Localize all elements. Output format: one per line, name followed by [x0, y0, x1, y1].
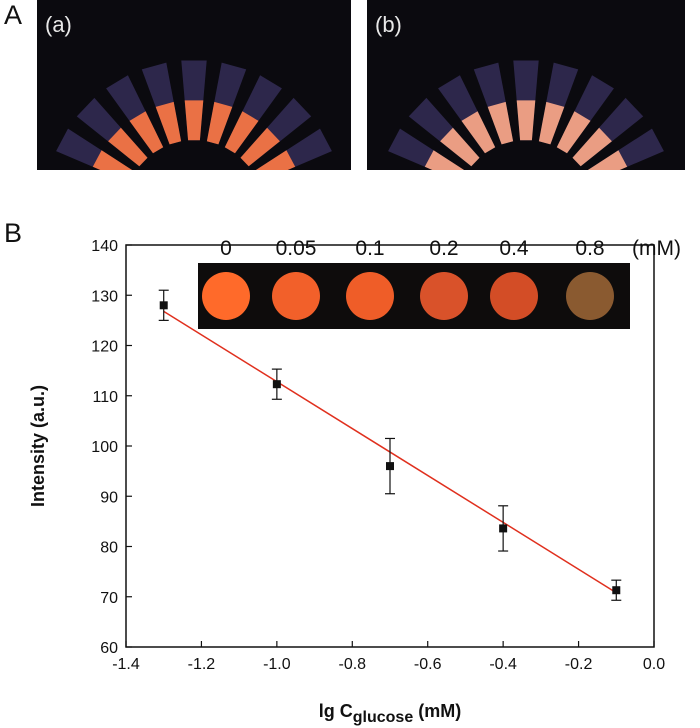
y-tick-label: 110 [92, 389, 118, 406]
cuvette-glow [424, 150, 465, 170]
y-tick-label: 140 [91, 238, 118, 255]
cuvette-glow [487, 101, 514, 145]
x-axis-label-main: lg C [319, 701, 353, 721]
cuvette-glow [461, 111, 496, 154]
cuvette-glow [440, 127, 480, 167]
y-axis-label: Intensity (a.u.) [28, 385, 48, 507]
inset-spot [420, 272, 468, 320]
cuvette-glow [516, 100, 536, 141]
cuvette-glow [206, 101, 233, 145]
y-tick-label: 60 [100, 640, 118, 657]
x-tick-label: -1.0 [263, 656, 291, 673]
inset-spot [202, 272, 250, 320]
y-tick-label: 130 [91, 288, 118, 305]
inset-concentration-label: 0 [220, 237, 232, 260]
cuvette-glow [587, 150, 628, 170]
x-tick-label: -0.2 [565, 656, 593, 673]
cuvette-fan-b [388, 60, 664, 170]
inset-concentration-label: 0.05 [276, 237, 317, 260]
x-tick-label: -0.6 [414, 656, 442, 673]
cuvette-glow [224, 111, 259, 154]
x-axis-label-sub: glucose [353, 709, 414, 726]
cuvette-glow [184, 100, 204, 141]
inset-spot [490, 272, 538, 320]
y-tick-label: 120 [91, 339, 118, 356]
x-tick-label: 0.0 [643, 656, 665, 673]
cuvette-glow [538, 101, 565, 145]
cuvette-glow [155, 101, 182, 145]
fluorescence-photo-a: (a) [37, 0, 351, 170]
cuvette-glow [255, 150, 296, 170]
panel-b-letter: B [4, 218, 23, 248]
fluorescence-photo-b: (b) [367, 0, 685, 170]
inset-unit-label: (mM) [632, 237, 681, 260]
data-point [612, 586, 621, 595]
data-point [386, 462, 394, 471]
inset-spot [346, 272, 394, 320]
cuvette-fan-a [56, 60, 332, 170]
x-tick-label: -1.4 [112, 656, 140, 673]
inset-concentration-label: 0.4 [499, 237, 529, 260]
inset-spot [566, 272, 614, 320]
y-tick-label: 80 [100, 540, 118, 557]
data-point [272, 380, 281, 389]
cuvette-glow [556, 111, 591, 154]
x-tick-label: -0.8 [338, 656, 366, 673]
photo-b-label: (b) [375, 12, 402, 37]
data-point [499, 524, 508, 533]
panel-a-letter: A [4, 0, 23, 30]
y-tick-label: 100 [91, 439, 118, 456]
cuvette-glow [129, 111, 164, 154]
inset-concentration-label: 0.2 [429, 237, 458, 260]
y-tick-label: 90 [100, 489, 118, 506]
inset-concentration-label: 0.8 [575, 237, 604, 260]
cuvette-glow [240, 127, 280, 167]
x-axis-label: lg Cglucose (mM) [319, 701, 461, 726]
inset-photo [198, 263, 630, 329]
cuvette-glow [108, 127, 148, 167]
inset-spot [272, 272, 320, 320]
cuvette-glow [572, 127, 612, 167]
x-tick-label: -1.2 [188, 656, 216, 673]
x-tick-label: -0.4 [489, 656, 517, 673]
intensity-vs-glucose-chart: 0 0.05 0.1 0.2 0.4 0.8 (mM) -1.4 -1.2 -1.0 -0.8 -… [28, 237, 681, 726]
x-axis-label-unit: (mM) [413, 701, 461, 721]
y-tick-label: 70 [100, 590, 118, 607]
inset-concentration-label: 0.1 [355, 237, 384, 260]
photo-a-label: (a) [45, 12, 72, 37]
cuvette-glow [92, 150, 133, 170]
data-point [159, 301, 168, 310]
